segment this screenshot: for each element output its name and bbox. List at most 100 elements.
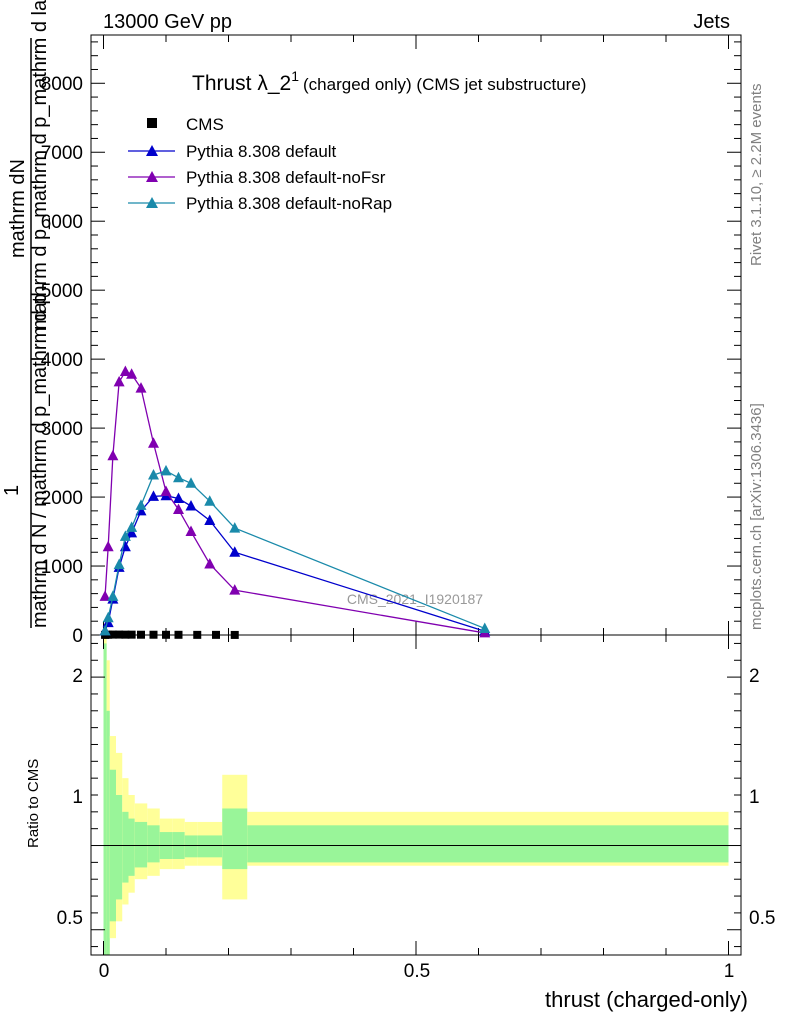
legend-marker-nofsr: [146, 171, 158, 182]
y-tick-label-8000: 8000: [41, 74, 83, 95]
ratio-tick-label-right-1: 1: [749, 787, 760, 808]
series-point-default-5: [126, 526, 138, 538]
legend-marker-default: [146, 145, 158, 156]
ratio-tick-label-left-1: 1: [72, 787, 83, 808]
series-noFsr: [99, 365, 491, 638]
cms-point-5: [127, 630, 136, 639]
y-tick-label-6000: 6000: [41, 212, 83, 233]
y-tick-label-0: 0: [72, 626, 83, 647]
series-point-noRap-10: [185, 477, 197, 488]
series-point-noFsr-7: [148, 437, 159, 448]
y-axis-label-top: mathrm dN mathrm d p_mathrm d p_mathrm d…: [1, 0, 51, 628]
ratio-band-inner-3: [116, 795, 123, 900]
y-tick-label-3000: 3000: [41, 419, 83, 440]
series-point-default-11: [204, 514, 216, 526]
y-tick-label-4000: 4000: [41, 350, 83, 371]
series-point-noFsr-12: [229, 584, 241, 595]
ratio-band-inner-12: [222, 808, 248, 870]
series-point-default-10: [185, 500, 197, 511]
ratio-band-inner-13: [247, 825, 729, 863]
chart-title-suffix: (charged only) (CMS jet substructure): [303, 75, 586, 94]
series-point-noFsr-9: [173, 503, 184, 514]
ratio-tick-label-left-0.5: 0.5: [57, 908, 83, 929]
mcplots-label: mcplots.cern.ch [arXiv:1306.3436]: [748, 403, 765, 630]
cms-point-3: [115, 630, 124, 639]
series-point-default-12: [229, 546, 241, 557]
y-axis-label-prefix-one: 1: [1, 485, 23, 496]
ratio-band-inner-4: [122, 811, 129, 883]
series-point-noRap-2: [107, 590, 119, 601]
series-point-noFsr-10: [185, 525, 197, 537]
ratio-tick-label-right-0.5: 0.5: [749, 908, 775, 929]
series-noRap: [99, 464, 491, 636]
ratio-uncertainty-bands: [103, 635, 729, 955]
x-tick-label-1: 1: [724, 961, 735, 982]
ratio-tick-label-left-2: 2: [72, 666, 83, 687]
cms-point-9: [174, 630, 183, 639]
series-point-noRap-7: [148, 469, 159, 480]
y-tick-label-1000: 1000: [41, 557, 83, 578]
legend-label-nofsr: Pythia 8.308 default-noFsr: [186, 168, 386, 187]
series-line-noRap: [104, 470, 485, 632]
series-point-noRap-6: [135, 499, 147, 510]
cms-point-11: [212, 630, 220, 639]
data-series: [99, 365, 491, 639]
series-point-noRap-12: [229, 522, 241, 533]
series-point-default-7: [148, 490, 159, 501]
y-axis-label-denominator: mathrm d p_mathrm d p_mathrm d lambda: [29, 0, 51, 330]
ratio-band-inner-7: [147, 825, 160, 863]
y-tick-labels-ratio: 0.5 1 2 0.5 1 2: [57, 666, 776, 929]
series-point-default-4: [119, 540, 131, 552]
y-tick-labels-top: 0 1000 2000 3000 4000 5000 6000 7000 800…: [41, 74, 83, 647]
cms-point-4: [121, 630, 130, 639]
series-point-noRap-1: [102, 611, 114, 623]
series-point-noRap-3: [113, 558, 125, 570]
series-point-noFsr-3: [113, 375, 125, 387]
series-point-noRap-0: [99, 624, 111, 636]
header-jets-label: Jets: [693, 11, 730, 33]
ratio-tick-label-right-2: 2: [749, 666, 760, 687]
series-point-noRap-5: [126, 521, 138, 532]
legend-marker-cms: [147, 118, 157, 128]
cms-point-10: [193, 630, 202, 639]
cms-point-6: [137, 630, 145, 639]
cms-point-7: [149, 630, 158, 639]
ratio-band-inner-11: [197, 835, 223, 858]
series-point-noFsr-1: [102, 540, 114, 552]
series-point-noFsr-11: [204, 557, 216, 569]
x-axis-label: thrust (charged-only): [545, 987, 748, 1012]
y-tick-label-2000: 2000: [41, 488, 83, 509]
svg-text:Thrust λ_21(charged only) (CMS: Thrust λ_21 (charged only) (CMS jet subst…: [192, 68, 586, 95]
cms-point-2: [108, 630, 117, 639]
cms-point-8: [162, 630, 170, 639]
series-point-noRap-8: [160, 464, 172, 476]
series-point-noFsr-4: [119, 365, 131, 377]
legend-label-norap: Pythia 8.308 default-noRap: [186, 194, 392, 213]
ratio-axis-label: Ratio to CMS: [25, 759, 42, 848]
series-point-noFsr-5: [126, 368, 138, 379]
legend-marker-norap: [146, 197, 158, 208]
x-tick-labels: 0 0.5 1: [99, 961, 735, 982]
rivet-version-label: Rivet 3.1.10, ≥ 2.2M events: [748, 84, 765, 267]
legend-label-default: Pythia 8.308 default: [186, 142, 337, 161]
chart-title-main: Thrust λ_2: [192, 72, 291, 95]
series-line-default: [104, 495, 485, 632]
x-tick-label-0: 0: [99, 961, 110, 982]
series-point-noFsr-6: [135, 382, 147, 393]
chart-title-superscript: 1: [291, 68, 299, 84]
header-energy-label: 13000 GeV pp: [103, 11, 232, 33]
analysis-watermark: CMS_2021_I1920187: [347, 591, 483, 607]
y-tick-label-7000: 7000: [41, 143, 83, 164]
series-point-noFsr-0: [99, 590, 111, 601]
legend: CMS Pythia 8.308 default Pythia 8.308 de…: [128, 115, 392, 213]
chart-title: Thrust λ_21 (charged only) (CMS jet subst…: [192, 68, 586, 95]
series-point-default-9: [173, 492, 184, 503]
series-point-noFsr-8: [160, 485, 172, 497]
ratio-plot-frame: [90, 634, 742, 956]
series-point-noRap-4: [119, 530, 131, 541]
series-point-noRap-11: [204, 495, 216, 506]
ratio-band-inner-10: [184, 835, 198, 858]
series-point-noRap-13: [479, 622, 491, 633]
series-point-noFsr-2: [107, 449, 119, 461]
y-tick-label-5000: 5000: [41, 281, 83, 302]
